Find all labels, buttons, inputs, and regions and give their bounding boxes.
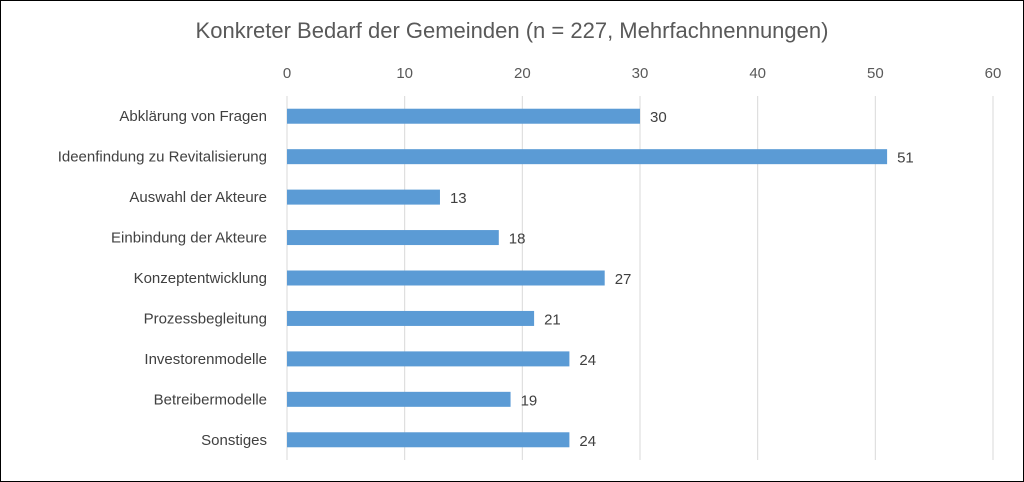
value-label-1: 30	[650, 109, 667, 126]
bar-4	[287, 230, 499, 246]
x-tick-label-10: 10	[396, 65, 413, 82]
x-tick-label-40: 40	[749, 65, 766, 82]
x-tick-label-60: 60	[985, 65, 1002, 82]
bar-1	[287, 108, 640, 124]
value-label-9: 24	[579, 433, 596, 450]
value-label-3: 13	[450, 190, 467, 207]
x-axis-ticks: 0 10 20 30 40 50 60	[283, 65, 1002, 82]
category-labels: Abklärung von Fragen Ideenfindung zu Revi…	[58, 108, 267, 449]
x-tick-label-50: 50	[867, 65, 884, 82]
category-label-6: Prozessbegleitung	[144, 310, 267, 327]
category-label-7: Investorenmodelle	[144, 351, 267, 368]
category-label-8: Betreibermodelle	[154, 391, 267, 408]
x-tick-label-0: 0	[283, 65, 291, 82]
value-label-4: 18	[509, 231, 526, 248]
category-label-3: Auswahl der Akteure	[129, 189, 267, 206]
value-label-6: 21	[544, 311, 561, 328]
bar-2	[287, 149, 888, 165]
x-tick-label-20: 20	[514, 65, 531, 82]
bar-3	[287, 189, 440, 205]
value-label-7: 24	[579, 352, 596, 369]
bar-6	[287, 310, 535, 326]
category-label-4: Einbindung der Akteure	[111, 230, 267, 247]
value-labels: 30 51 13 18 27 21 24 19 24	[450, 109, 914, 450]
bar-8	[287, 391, 511, 407]
chart-title: Konkreter Bedarf der Gemeinden (n = 227,…	[196, 18, 829, 43]
bar-9	[287, 432, 570, 448]
bars	[287, 108, 888, 448]
value-label-8: 19	[521, 392, 538, 409]
value-label-5: 27	[615, 271, 632, 288]
category-label-1: Abklärung von Fragen	[119, 108, 267, 125]
category-label-9: Sonstiges	[201, 432, 267, 449]
bar-7	[287, 351, 570, 367]
x-tick-label-30: 30	[632, 65, 649, 82]
bar-5	[287, 270, 605, 286]
category-label-2: Ideenfindung zu Revitalisierung	[58, 149, 267, 166]
category-label-5: Konzeptentwicklung	[134, 270, 267, 287]
value-label-2: 51	[897, 150, 914, 167]
